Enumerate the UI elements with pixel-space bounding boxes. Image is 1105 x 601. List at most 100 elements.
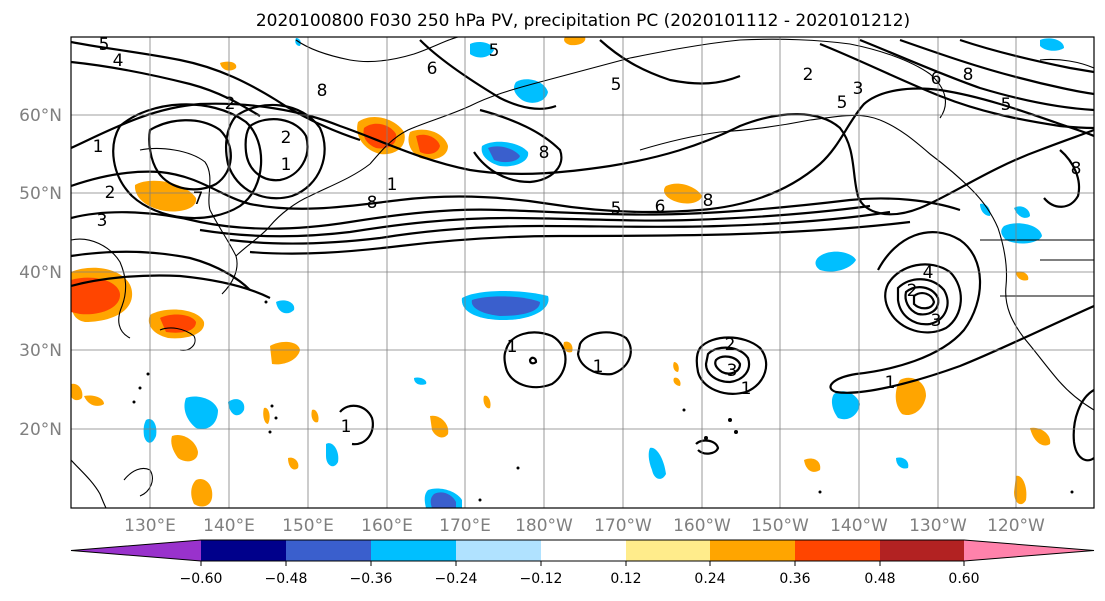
pv-contour — [1072, 389, 1094, 462]
contour-labels: 5 4 2 1 2 3 8 2 1 8 5 6 5 1 8 8 5 2 5 3 — [93, 35, 1082, 437]
lat-label: 60°N — [19, 106, 62, 126]
colorbar-segment — [286, 540, 371, 561]
lon-label: 170°W — [594, 516, 652, 536]
contour-label: 5 — [611, 75, 622, 95]
figure-title: 2020100800 F030 250 hPa PV, precipitatio… — [256, 11, 910, 31]
contour-label: 1 — [341, 417, 352, 437]
contour-label: 8 — [317, 81, 328, 101]
precip-shade-positive — [84, 395, 104, 406]
precip-shade-negative — [184, 396, 218, 430]
coastline — [71, 238, 131, 339]
contour-label: 6 — [931, 69, 942, 89]
colorbar-tick-label: 0.24 — [694, 571, 725, 587]
pv-contour — [528, 356, 538, 365]
lon-label: 150°E — [282, 516, 334, 536]
coastline — [139, 147, 238, 295]
precip-shade-positive — [171, 434, 198, 462]
pv-contour — [112, 103, 263, 220]
contour-label: 6 — [427, 59, 438, 79]
lon-label: 130°W — [909, 516, 967, 536]
colorbar-segment — [201, 540, 286, 561]
precip-shade-positive — [363, 123, 397, 149]
coastline — [71, 459, 107, 508]
pv-contour — [1043, 149, 1081, 208]
lon-label: 140°W — [830, 516, 888, 536]
colorbar-segment — [710, 540, 795, 561]
precip-shade-negative — [471, 296, 540, 316]
contour-label: 2 — [907, 281, 918, 301]
contour-label: 6 — [655, 197, 666, 217]
contour-label: 8 — [963, 65, 974, 85]
pv-contour — [244, 118, 309, 182]
pv-contour — [71, 250, 251, 291]
precip-shade-positive — [673, 377, 681, 386]
precip-shade-positive — [895, 377, 926, 416]
pv-contour — [71, 60, 261, 117]
pv-contour — [71, 87, 1094, 214]
pv-contour — [419, 39, 557, 110]
contour-label: 1 — [93, 137, 104, 157]
pv-contour — [912, 292, 936, 310]
precip-shade-negative — [326, 443, 339, 467]
lon-label: 170°E — [439, 516, 491, 536]
colorbar-segment — [626, 540, 710, 561]
colorbar-tick-label: −0.12 — [520, 571, 563, 587]
latitude-labels: 60°N 50°N 40°N 30°N 20°N — [19, 106, 62, 440]
colorbar-segment — [456, 540, 541, 561]
contour-label: 4 — [113, 51, 124, 71]
pv-contour — [148, 119, 232, 191]
precip-shade-negative — [648, 447, 666, 479]
contour-label: 2 — [225, 94, 236, 114]
precip-shade-positive — [1016, 271, 1029, 281]
contour-label: 3 — [853, 79, 864, 99]
precip-shade-negative — [896, 457, 909, 469]
contour-label: 1 — [281, 155, 292, 175]
map-panel: 5 4 2 1 2 3 8 2 1 8 5 6 5 1 8 8 5 2 5 3 — [70, 35, 1095, 509]
precip-shade-negative — [1040, 38, 1064, 51]
pv-contour — [225, 103, 326, 200]
pv-contour — [896, 278, 949, 326]
precip-shade-negative — [276, 300, 295, 314]
precip-shade-positive — [1014, 475, 1027, 505]
colorbar: −0.60 −0.48 −0.36 −0.24 −0.12 0.12 0.24 … — [70, 539, 1095, 587]
precip-shade-positive — [664, 183, 702, 204]
precip-shade-negative — [430, 492, 456, 508]
contour-label: 1 — [387, 175, 398, 195]
contour-label: 8 — [539, 143, 550, 163]
precip-shade-positive — [220, 61, 237, 71]
colorbar-tick-label: 0.48 — [864, 571, 895, 587]
precip-shade-positive — [288, 457, 299, 470]
precip-shade-positive — [311, 409, 319, 423]
coastline — [159, 327, 196, 351]
precip-shade-positive — [564, 37, 586, 46]
contour-label: 5 — [611, 199, 622, 219]
coastline — [295, 37, 459, 63]
contour-label: 2 — [281, 128, 292, 148]
contour-label: 2 — [803, 65, 814, 85]
pv-contour — [249, 220, 911, 255]
lon-label: 140°E — [203, 516, 255, 536]
lon-label: 160°W — [673, 516, 731, 536]
precip-shade-negative — [414, 377, 427, 385]
lon-label: 150°W — [751, 516, 809, 536]
colorbar-segment — [541, 540, 626, 561]
coastline — [629, 38, 946, 119]
precip-shade-positive — [191, 478, 213, 507]
contour-label: 7 — [193, 189, 204, 209]
contour-label: 1 — [741, 379, 752, 399]
contour-label: 3 — [727, 361, 738, 381]
contour-label: 8 — [367, 193, 378, 213]
lat-label: 40°N — [19, 263, 62, 283]
colorbar-tick-label: 0.60 — [948, 571, 979, 587]
graticule — [71, 37, 1094, 508]
coastline — [879, 119, 999, 229]
precip-shade-negative — [980, 203, 991, 216]
contour-label: 8 — [1071, 159, 1082, 179]
pv-contour — [473, 108, 563, 184]
precip-shade-positive — [673, 362, 679, 372]
colorbar-tick-label: −0.60 — [180, 571, 223, 587]
colorbar-tick-label: −0.24 — [435, 571, 478, 587]
pv-contour — [819, 42, 1094, 130]
precip-shade-positive — [804, 458, 821, 472]
contour-label: 5 — [99, 35, 110, 55]
